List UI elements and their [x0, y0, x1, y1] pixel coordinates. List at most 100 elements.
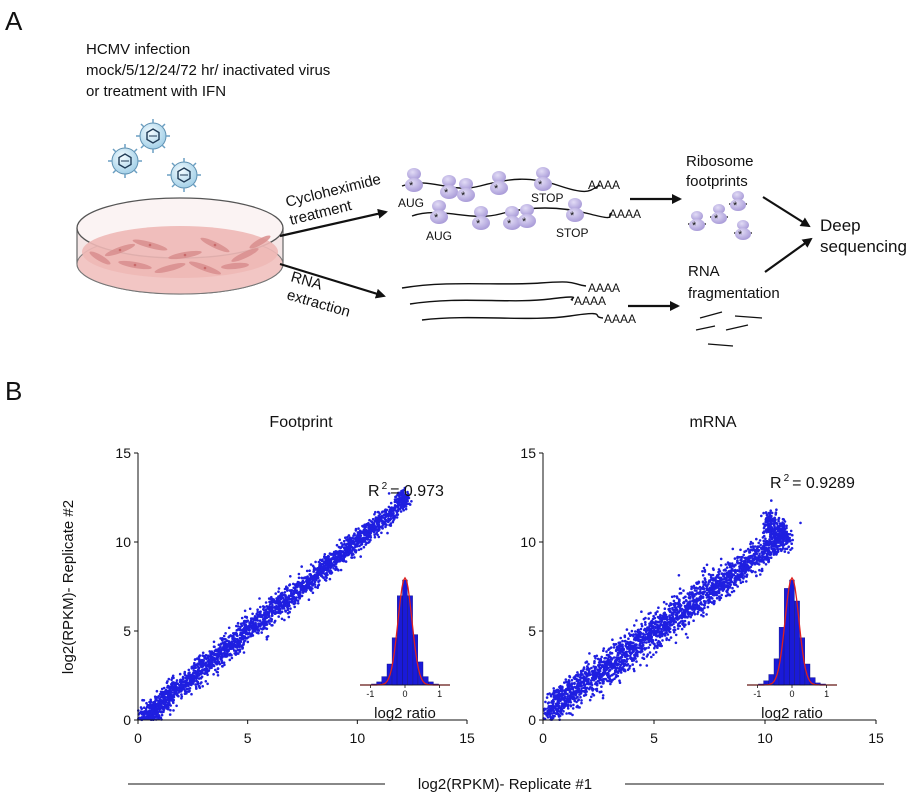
scatter-point: [290, 592, 293, 596]
scatter-point: [219, 651, 223, 655]
scatter-point: [170, 678, 173, 681]
scatter-point: [350, 553, 354, 557]
scatter-point: [659, 613, 662, 617]
scatter-point: [195, 676, 199, 679]
scatter-point: [313, 580, 317, 584]
scatter-point: [340, 557, 344, 561]
scatter-point: [587, 662, 590, 666]
scatter-point: [192, 669, 196, 672]
ribosome-icon: *: [472, 206, 490, 230]
scatter-point: [283, 598, 286, 602]
scatter-point: [396, 509, 400, 513]
scatter-point: [755, 574, 758, 578]
scatter-point: [297, 572, 301, 576]
scatter-point: [579, 689, 583, 692]
scatter-point: [173, 690, 177, 693]
scatter-point: [713, 590, 716, 594]
scatter-point: [761, 558, 765, 561]
scatter-point: [591, 688, 594, 691]
scatter-point: [157, 699, 160, 703]
scatter-point: [404, 499, 407, 503]
scatter-point: [139, 710, 143, 713]
scatter-point: [380, 514, 384, 518]
chart-title: mRNA: [689, 414, 736, 431]
scatter-point: [222, 661, 226, 664]
scatter-point: [149, 703, 153, 707]
scatter-point: [684, 623, 687, 626]
scatter-point: [355, 538, 359, 542]
scatter-point: [144, 707, 148, 711]
scatter-point: [286, 608, 290, 612]
scatter-point: [754, 570, 757, 574]
scatter-point: [238, 639, 241, 643]
scatter-point: [546, 702, 550, 705]
scatter-point: [375, 532, 378, 535]
scatter-point: [781, 517, 785, 521]
scatter-point: [167, 701, 170, 705]
scatter-point: [602, 649, 605, 652]
scatter-point: [658, 635, 662, 639]
scatter-point: [601, 694, 605, 697]
scatter-point: [370, 527, 374, 530]
scatter-point: [621, 643, 624, 647]
scatter-point: [582, 683, 586, 687]
scatter-point: [316, 584, 320, 587]
scatter-point: [359, 555, 363, 558]
scatter-point: [389, 501, 393, 505]
scatter-point: [656, 615, 660, 619]
scatter-point: [665, 602, 668, 606]
scatter-point: [201, 651, 205, 655]
scatter-point: [552, 691, 555, 695]
scatter-point: [603, 677, 607, 681]
scatter-point: [548, 692, 551, 695]
scatter-point: [719, 557, 723, 561]
scatter-point: [764, 558, 767, 561]
scatter-point: [280, 610, 284, 614]
scatter-point: [565, 712, 568, 715]
scatter-point: [190, 665, 194, 669]
scatter-point: [358, 544, 361, 548]
scatter-point: [374, 529, 377, 532]
scatter-point: [325, 568, 329, 572]
scatter-point: [230, 656, 234, 660]
scatter-point: [362, 532, 365, 535]
y-tick-label: 10: [115, 534, 131, 550]
scatter-point: [183, 692, 187, 695]
scatter-point: [289, 575, 292, 578]
scatter-point: [235, 640, 239, 644]
scatter-point: [204, 670, 207, 674]
scatter-point: [187, 668, 191, 672]
scatter-point: [296, 591, 300, 595]
scatter-point: [242, 621, 245, 625]
scatter-point: [224, 637, 227, 641]
scatter-point: [328, 577, 332, 581]
scatter-point: [370, 520, 374, 524]
scatter-point: [692, 610, 696, 614]
scatter-point: [212, 640, 216, 644]
scatter-point: [612, 656, 616, 659]
scatter-point: [322, 565, 326, 569]
scatter-point: [730, 590, 734, 594]
scatter-point: [677, 574, 681, 577]
scatter-point: [300, 583, 303, 586]
shared-xlabel: log2(RPKM)- Replicate #1: [418, 776, 592, 793]
scatter-point: [202, 663, 206, 667]
scatter-point: [176, 694, 179, 697]
scatter-point: [381, 527, 384, 530]
scatter-point: [410, 500, 413, 503]
scatter-point: [725, 585, 729, 589]
scatter-point: [764, 520, 767, 524]
scatter-point: [157, 695, 160, 698]
deep-sequencing-label-line-2: sequencing: [820, 237, 907, 256]
scatter-point: [631, 663, 634, 666]
scatter-point: [171, 699, 174, 703]
scatter-point: [263, 614, 267, 618]
scatter-point: [654, 612, 658, 616]
scatter-point: [194, 683, 197, 686]
scatter-point: [270, 595, 273, 599]
scatter-points-layer: [542, 499, 802, 721]
scatter-point: [611, 638, 614, 641]
scatter-point: [338, 546, 342, 549]
scatter-point: [731, 547, 735, 551]
scatter-point: [269, 617, 273, 620]
